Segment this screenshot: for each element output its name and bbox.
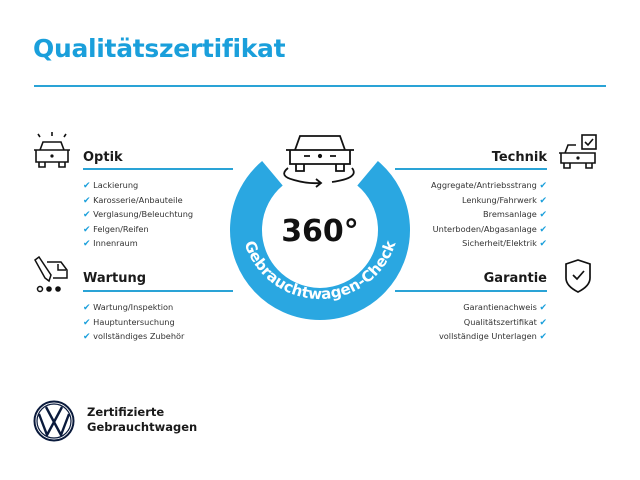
section-heading-technik: Technik [491,150,547,165]
list-item: Lenkung/Fahrwerk ✔ [462,194,547,206]
section-divider [395,290,547,292]
page-title: Qualitätszertifikat [33,34,286,63]
technik-list: Aggregate/Antriebsstrang ✔ Lenkung/Fahrw… [431,178,547,251]
check-icon: ✔ [539,239,547,250]
check-icon: ✔ [83,332,91,343]
section-heading-optik: Optik [83,150,123,165]
check-icon: ✔ [539,181,547,191]
car-rotate-icon [283,135,355,188]
list-item: Sicherheit/Elektrik ✔ [462,238,547,250]
check-icon: ✔ [83,195,91,206]
list-item: ✔ Hauptuntersuchung [83,316,175,328]
car-lights-icon [34,132,70,168]
section-divider [395,168,547,170]
section-heading-garantie: Garantie [483,271,547,286]
list-item: ✔ Innenraum [83,238,138,250]
list-item: ✔ Wartung/Inspektion [83,302,174,313]
garantie-list: Garantienachweis ✔ Qualitätszertifikat ✔… [439,300,547,344]
check-icon: ✔ [539,224,547,235]
list-item: ✔ Lackierung [83,180,139,191]
service-truck-icon [34,256,68,293]
360-check-badge: 360° Gebrauchtwagen-Check [230,135,410,320]
list-item: ✔ vollständiges Zubehör [83,331,185,343]
section-divider [83,290,233,292]
list-item: Bremsanlage ✔ [483,209,547,221]
shield-check-icon [565,259,591,293]
brand-text: Zertifizierte Gebrauchtwagen [87,405,198,434]
check-icon: ✔ [539,317,547,328]
check-icon: ✔ [83,239,91,250]
vw-logo [33,400,75,442]
list-item: Garantienachweis ✔ [463,302,547,313]
list-item: vollständige Unterlagen ✔ [438,331,547,343]
list-item: ✔ Verglasung/Beleuchtung [83,209,194,221]
check-icon: ✔ [539,303,547,313]
badge-ring [230,161,410,320]
wartung-list: ✔ Wartung/Inspektion ✔ Hauptuntersuchung… [83,300,184,344]
list-item: Qualitätszertifikat ✔ [463,316,547,328]
title-divider [34,85,606,87]
section-divider [83,168,233,170]
check-icon: ✔ [83,210,91,221]
list-item: Unterboden/Abgasanlage ✔ [432,223,547,235]
list-item: ✔ Felgen/Reifen [83,223,149,235]
check-icon: ✔ [539,210,547,221]
list-item: Aggregate/Antriebsstrang ✔ [431,180,547,191]
check-icon: ✔ [539,332,547,343]
check-icon: ✔ [83,317,91,328]
check-icon: ✔ [539,195,547,206]
section-heading-wartung: Wartung [83,271,147,286]
car-checkbox-icon [559,134,597,169]
check-icon: ✔ [83,303,91,313]
badge-number: 360° [281,214,359,249]
list-item: ✔ Karosserie/Anbauteile [83,194,183,206]
optik-list: ✔ Lackierung ✔ Karosserie/Anbauteile ✔ V… [83,178,193,251]
check-icon: ✔ [83,181,91,191]
check-icon: ✔ [83,224,91,235]
